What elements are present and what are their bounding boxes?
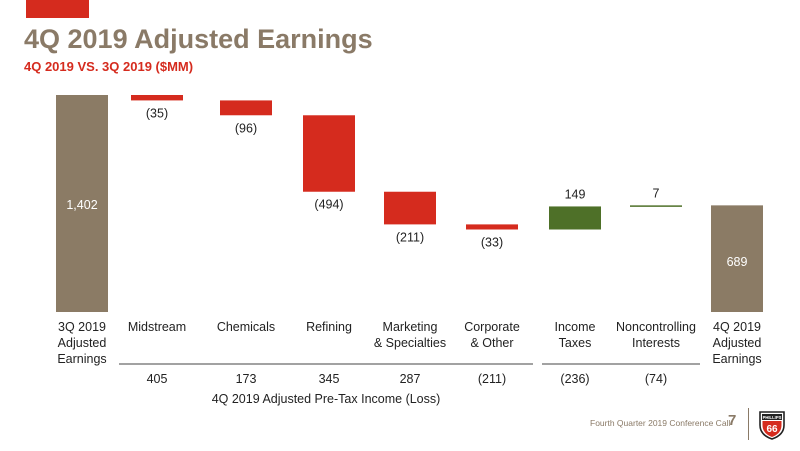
bar-8: [630, 205, 682, 207]
value-label-5: (211): [396, 230, 424, 244]
category-label-7-line-1: Income: [555, 320, 596, 334]
category-label-6-line-1: Corporate: [464, 320, 520, 334]
footer-text: Fourth Quarter 2019 Conference Call: [590, 418, 731, 428]
pretax-value-3: 345: [319, 372, 340, 386]
category-label-8-line-2: Interests: [632, 336, 680, 350]
bar-9: [711, 205, 763, 312]
pretax-value-6: (236): [560, 372, 589, 386]
category-label-1-line-2: Adjusted: [58, 336, 107, 350]
svg-text:PHILLIPS: PHILLIPS: [763, 415, 782, 420]
value-label-9: 689: [727, 255, 748, 269]
value-label-2: (35): [146, 106, 168, 120]
pretax-value-1: 405: [147, 372, 168, 386]
value-label-3: (96): [235, 121, 257, 135]
category-label-1-line-1: 3Q 2019: [58, 320, 106, 334]
category-label-1-line-3: Earnings: [57, 352, 106, 366]
category-label-6-line-2: & Other: [470, 336, 513, 350]
slide-subtitle: 4Q 2019 VS. 3Q 2019 ($MM): [24, 59, 194, 74]
pretax-value-5: (211): [478, 372, 506, 386]
category-label-5-line-2: & Specialties: [374, 336, 446, 350]
bar-5: [384, 191, 436, 225]
phillips-66-logo: PHILLIPS 66: [759, 411, 785, 440]
value-label-6: (33): [481, 236, 503, 250]
bar-7: [549, 206, 601, 230]
pretax-row-label: 4Q 2019 Adjusted Pre-Tax Income (Loss): [212, 392, 441, 406]
category-label-3-line-1: Chemicals: [217, 320, 275, 334]
value-label-7: 149: [565, 187, 586, 201]
value-label-4: (494): [314, 198, 343, 212]
bar-6: [466, 224, 518, 230]
category-label-5-line-1: Marketing: [383, 320, 438, 334]
value-label-1: 1,402: [66, 198, 97, 212]
category-label-9-line-2: Adjusted: [713, 336, 762, 350]
bar-2: [131, 95, 183, 101]
bar-3: [220, 100, 272, 116]
category-label-2-line-1: Midstream: [128, 320, 186, 334]
category-label-4-line-1: Refining: [306, 320, 352, 334]
category-label-9-line-1: 4Q 2019: [713, 320, 761, 334]
svg-text:66: 66: [766, 424, 778, 435]
category-label-9-line-3: Earnings: [712, 352, 761, 366]
page-number: 7: [728, 412, 737, 429]
bar-4: [303, 115, 355, 192]
pretax-value-4: 287: [400, 372, 421, 386]
bar-1: [56, 95, 108, 312]
pretax-value-7: (74): [645, 372, 667, 386]
accent-bar: [26, 0, 89, 18]
category-label-8-line-1: Noncontrolling: [616, 320, 696, 334]
footer-divider: [748, 408, 749, 440]
category-label-7-line-2: Taxes: [559, 336, 592, 350]
slide-title: 4Q 2019 Adjusted Earnings: [24, 24, 373, 54]
pretax-value-2: 173: [236, 372, 257, 386]
value-label-8: 7: [653, 186, 660, 200]
